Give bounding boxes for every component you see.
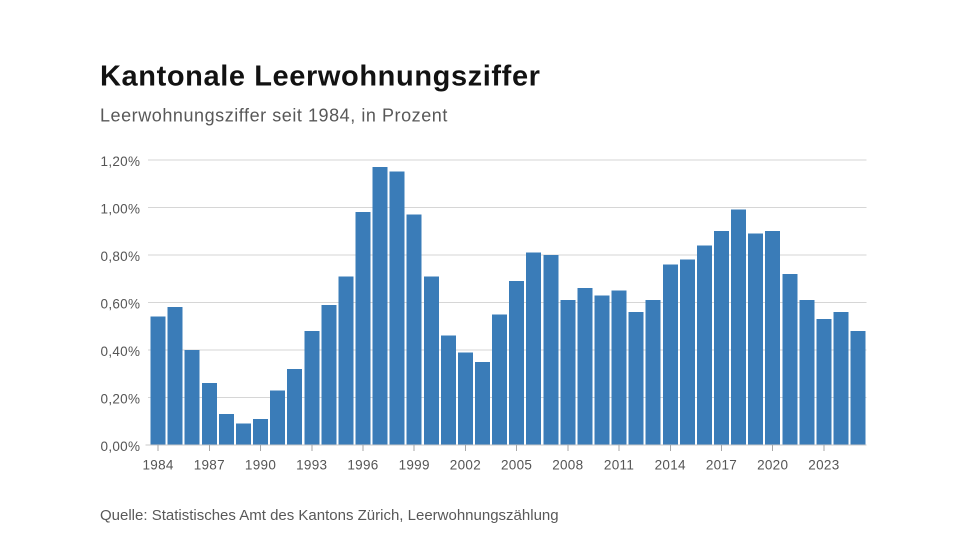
svg-text:1999: 1999 xyxy=(399,458,430,473)
svg-text:0,40%: 0,40% xyxy=(101,344,141,359)
svg-text:Quelle: Statistisches Amt des: Quelle: Statistisches Amt des Kantons Zü… xyxy=(100,507,559,524)
svg-text:1984: 1984 xyxy=(142,458,173,473)
svg-text:0,20%: 0,20% xyxy=(101,392,141,407)
svg-text:Kantonale Leerwohnungsziffer: Kantonale Leerwohnungsziffer xyxy=(100,60,541,92)
svg-text:Leerwohnungsziffer seit 1984,: Leerwohnungsziffer seit 1984, in Prozent xyxy=(100,105,448,125)
svg-text:2014: 2014 xyxy=(655,458,686,473)
svg-text:1996: 1996 xyxy=(347,458,378,473)
svg-text:0,60%: 0,60% xyxy=(101,296,141,311)
svg-text:2005: 2005 xyxy=(501,458,532,473)
svg-text:2020: 2020 xyxy=(757,458,788,473)
svg-text:2011: 2011 xyxy=(604,458,634,473)
svg-text:2008: 2008 xyxy=(552,458,583,473)
svg-text:1993: 1993 xyxy=(296,458,327,473)
svg-text:1,00%: 1,00% xyxy=(101,201,141,216)
svg-text:0,80%: 0,80% xyxy=(101,249,141,264)
svg-text:2017: 2017 xyxy=(706,458,737,473)
svg-text:1990: 1990 xyxy=(245,458,276,473)
svg-text:2002: 2002 xyxy=(450,458,481,473)
svg-text:0,00%: 0,00% xyxy=(101,439,141,454)
svg-text:2023: 2023 xyxy=(808,458,839,473)
svg-text:1,20%: 1,20% xyxy=(101,154,141,169)
svg-text:1987: 1987 xyxy=(194,458,225,473)
